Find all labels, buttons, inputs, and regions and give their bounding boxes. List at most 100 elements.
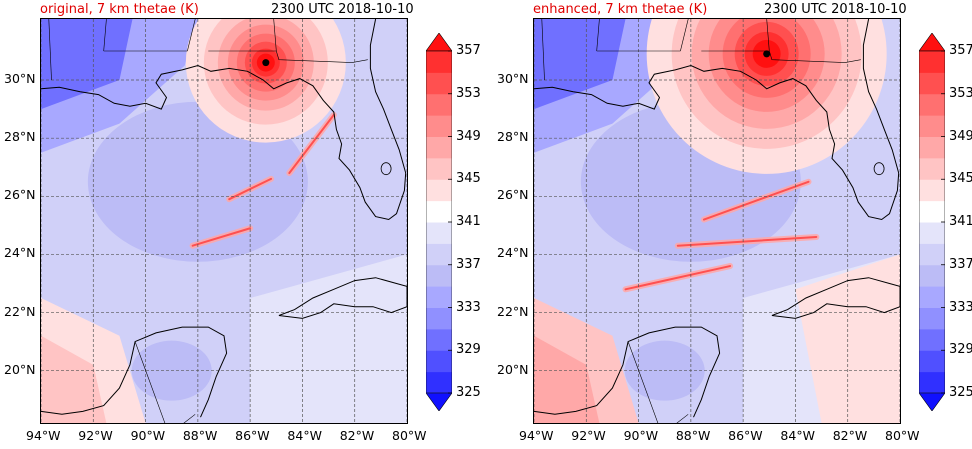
field-streak — [702, 180, 810, 221]
colorbar-tick-label: 333 — [456, 299, 481, 315]
storm-center-marker — [763, 50, 771, 58]
lon-tick-label: 86°W — [728, 428, 763, 443]
colorbar-tick-label: 353 — [949, 85, 972, 101]
lon-tick-label: 88°W — [675, 428, 711, 443]
lat-tick-label: 28°N — [497, 129, 529, 145]
colorbar-tick-label: 357 — [456, 43, 481, 58]
colorbar-frame — [426, 50, 452, 394]
colorbar-bin — [426, 328, 452, 351]
lake-outline — [873, 162, 885, 176]
storm-center-marker — [262, 59, 270, 67]
lat-tick-label: 22°N — [4, 303, 36, 319]
panel-title-time: 2300 UTC 2018-10-10 — [764, 2, 907, 17]
lon-tick-label: 94°W — [26, 428, 61, 443]
political-border — [187, 19, 196, 52]
coastline — [534, 326, 721, 418]
colorbar-tick-label: 325 — [949, 385, 972, 400]
thetae-map — [41, 19, 407, 423]
colorbar-bin — [426, 286, 452, 308]
colorbar-bin — [426, 51, 452, 73]
political-border — [273, 19, 277, 52]
colorbar-bin — [919, 72, 945, 95]
colorbar — [919, 33, 945, 411]
map-original — [40, 18, 408, 424]
lat-tick-label: 28°N — [4, 129, 36, 145]
colorbar-bin — [919, 136, 945, 159]
colorbar-tick-label: 329 — [456, 342, 481, 358]
coastline — [534, 19, 900, 221]
colorbar-extend-min — [426, 392, 452, 411]
colorbar-tick-label: 329 — [949, 342, 972, 358]
political-border — [276, 50, 368, 63]
political-border — [627, 341, 659, 423]
colorbar-bin — [919, 157, 945, 180]
field-streak — [191, 227, 252, 247]
field-region — [534, 335, 600, 423]
lat-tick-label: 24°N — [497, 245, 529, 261]
coastline — [41, 19, 407, 221]
colorbar-bin — [919, 328, 945, 351]
panel-title-time: 2300 UTC 2018-10-10 — [271, 2, 414, 17]
lat-tick-label: 20°N — [4, 361, 36, 377]
colorbar-tick-label: 353 — [456, 85, 481, 101]
colorbar-bin — [426, 371, 452, 394]
coastline — [41, 326, 228, 418]
lon-tick-label: 94°W — [519, 428, 554, 443]
political-border — [596, 19, 600, 52]
map-enhanced — [533, 18, 901, 424]
lon-tick-label: 84°W — [287, 428, 322, 443]
colorbar-bin — [426, 93, 452, 116]
political-border — [769, 50, 861, 63]
political-border — [766, 19, 770, 52]
colorbar-bin — [919, 51, 945, 73]
colorbar-tick-label: 333 — [949, 299, 972, 315]
lon-tick-label: 88°W — [182, 428, 218, 443]
colorbar-tick-label: 341 — [949, 214, 972, 229]
colorbar-bin — [919, 222, 945, 244]
lon-tick-label: 90°W — [130, 428, 166, 443]
colorbar-bin — [919, 264, 945, 287]
colorbar-tick-label: 325 — [456, 385, 481, 400]
colorbar-bin — [426, 179, 452, 202]
colorbar-tick-label: 337 — [949, 256, 972, 272]
field-streak — [676, 235, 818, 247]
field-region — [250, 254, 407, 423]
lon-tick-label: 92°W — [78, 428, 113, 443]
colorbar-tick-label: 357 — [949, 43, 972, 58]
colorbar-bin — [426, 72, 452, 95]
lake-outline — [380, 162, 392, 176]
colorbar-bin — [919, 243, 945, 266]
colorbar-tick-label: 345 — [456, 171, 481, 187]
colorbar-extend-max — [919, 33, 945, 52]
lat-tick-label: 26°N — [4, 187, 36, 203]
colorbar-frame — [919, 50, 945, 394]
colorbar-bin — [426, 350, 452, 373]
field-streak — [288, 113, 335, 175]
colorbar-tick-label: 349 — [456, 128, 481, 144]
lat-tick-label: 20°N — [497, 361, 529, 377]
lon-tick-label: 80°W — [392, 428, 427, 443]
colorbar-tick-label: 349 — [949, 128, 972, 144]
colorbar-tick-label: 337 — [456, 256, 481, 272]
colorbar-bin — [919, 350, 945, 373]
colorbar-bin — [919, 307, 945, 330]
lon-tick-label: 92°W — [571, 428, 606, 443]
thetae-map — [534, 19, 900, 423]
colorbar-bin — [426, 222, 452, 244]
panel-title-left: enhanced, 7 km thetae (K) — [533, 2, 708, 17]
field-region — [795, 254, 900, 423]
coastline — [278, 277, 407, 319]
colorbar-tick-label: 345 — [949, 171, 972, 187]
lon-tick-label: 90°W — [623, 428, 659, 443]
colorbar-bin — [426, 136, 452, 159]
lon-tick-label: 86°W — [235, 428, 270, 443]
colorbar-bin — [919, 179, 945, 202]
colorbar-bin — [919, 371, 945, 394]
colorbar-bin — [919, 286, 945, 308]
colorbar-extend-max — [426, 33, 452, 52]
colorbar-bin — [426, 157, 452, 180]
lat-tick-label: 26°N — [497, 187, 529, 203]
coastline — [771, 277, 900, 319]
colorbar-bin — [426, 200, 452, 223]
political-border — [676, 414, 689, 423]
